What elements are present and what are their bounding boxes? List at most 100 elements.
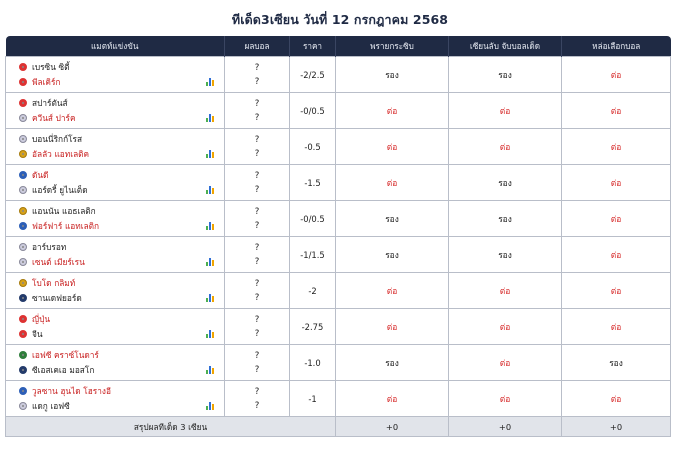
tipster2-pick: ต่อ (448, 272, 562, 309)
tipster3-pick: ต่อ (561, 92, 671, 129)
price-cell: -1/1.5 (289, 236, 336, 273)
match-cell[interactable]: โบโด กลิมท์ ซานเดฟยอร์ด (5, 272, 225, 309)
score-home: ? (254, 170, 260, 181)
match-cell[interactable]: สปาร์ตันส์ ควีนส์ ปาร์ค (5, 92, 225, 129)
home-team-name[interactable]: แอนนัน แอธเลติก (32, 206, 96, 216)
away-team[interactable]: แอร์ดรี้ ยูไนเต็ด (6, 183, 224, 198)
match-cell[interactable]: บอนนี่ริกก์โรส อัลลัว แอทเลติค (5, 128, 225, 165)
score-cell: ? ? (224, 128, 290, 165)
table-row: ดันดี แอร์ดรี้ ยูไนเต็ด ? ? -1.5 ต่อ รอง… (5, 164, 671, 201)
score-home: ? (254, 98, 260, 109)
home-team-name[interactable]: เบรซิน ซิตี้ (32, 62, 70, 72)
score-cell: ? ? (224, 56, 290, 93)
away-team-name[interactable]: ควีนส์ ปาร์ค (32, 113, 76, 123)
home-team[interactable]: เบรซิน ซิตี้ (6, 60, 224, 75)
away-team[interactable]: ซีเอสเคเอ มอสโก (6, 363, 224, 378)
price-cell: -1.5 (289, 164, 336, 201)
score-cell: ? ? (224, 200, 290, 237)
tipster2-pick: ต่อ (448, 128, 562, 165)
score-home: ? (254, 278, 260, 289)
home-team[interactable]: โบโด กลิมท์ (6, 276, 224, 291)
score-home: ? (254, 386, 260, 397)
away-team[interactable]: พีลเคิร์ก (6, 75, 224, 90)
stats-bar-chart-icon[interactable] (206, 150, 215, 158)
club-badge-icon (19, 294, 27, 302)
away-team[interactable]: อัลลัว แอทเลติค (6, 147, 224, 162)
away-team-name[interactable]: อัลลัว แอทเลติค (32, 149, 90, 159)
home-team[interactable]: บอนนี่ริกก์โรส (6, 132, 224, 147)
price-cell: -2.75 (289, 308, 336, 345)
tipster1-pick: รอง (335, 236, 449, 273)
summary-label: สรุปผลทีเด็ด 3 เซียน (5, 416, 336, 437)
club-badge-icon (19, 186, 27, 194)
home-team-name[interactable]: เอฟซี คราซ์โนดาร์ (32, 350, 99, 360)
home-team[interactable]: เอฟซี คราซ์โนดาร์ (6, 348, 224, 363)
away-team-name[interactable]: ฟอร์ฟาร์ แอทเลติก (32, 221, 100, 231)
stats-bar-chart-icon[interactable] (206, 258, 215, 266)
stats-bar-chart-icon[interactable] (206, 402, 215, 410)
home-team-name[interactable]: ดันดี (32, 170, 49, 180)
match-cell[interactable]: แอนนัน แอธเลติก ฟอร์ฟาร์ แอทเลติก (5, 200, 225, 237)
home-team[interactable]: สปาร์ตันส์ (6, 96, 224, 111)
score-cell: ? ? (224, 380, 290, 417)
away-team[interactable]: ควีนส์ ปาร์ค (6, 111, 224, 126)
price-cell: -2 (289, 272, 336, 309)
score-away: ? (254, 112, 260, 123)
stats-bar-chart-icon[interactable] (206, 294, 215, 302)
away-team-name[interactable]: ซีเอสเคเอ มอสโก (32, 365, 95, 375)
table-row: แอนนัน แอธเลติก ฟอร์ฟาร์ แอทเลติก ? ? -0… (5, 200, 671, 237)
home-team-name[interactable]: โบโด กลิมท์ (32, 278, 76, 288)
club-badge-icon (19, 150, 27, 158)
home-team[interactable]: ดันดี (6, 168, 224, 183)
score-away: ? (254, 220, 260, 231)
home-team[interactable]: ญี่ปุ่น (6, 312, 224, 327)
match-cell[interactable]: เอฟซี คราซ์โนดาร์ ซีเอสเคเอ มอสโก (5, 344, 225, 381)
tipster3-pick: ต่อ (561, 272, 671, 309)
club-badge-icon (19, 387, 27, 395)
stats-bar-chart-icon[interactable] (206, 186, 215, 194)
home-team-name[interactable]: บอนนี่ริกก์โรส (32, 134, 83, 144)
table-row: โบโด กลิมท์ ซานเดฟยอร์ด ? ? -2 ต่อ ต่อ ต… (5, 272, 671, 309)
home-team-name[interactable]: อาร์บรอท (32, 242, 67, 252)
home-team-name[interactable]: ญี่ปุ่น (32, 314, 51, 324)
tipster1-pick: ต่อ (335, 128, 449, 165)
match-cell[interactable]: เบรซิน ซิตี้ พีลเคิร์ก (5, 56, 225, 93)
away-team[interactable]: ซานเดฟยอร์ด (6, 291, 224, 306)
home-team-name[interactable]: สปาร์ตันส์ (32, 98, 68, 108)
away-team[interactable]: ฟอร์ฟาร์ แอทเลติก (6, 219, 224, 234)
tipster2-pick: ต่อ (448, 380, 562, 417)
tipster3-pick: ต่อ (561, 236, 671, 273)
match-cell[interactable]: วูลซาน ฮุนได โฮรางอี แดกู เอฟซี (5, 380, 225, 417)
away-team[interactable]: จีน (6, 327, 224, 342)
price-cell: -0.5 (289, 128, 336, 165)
tipster1-pick: รอง (335, 56, 449, 93)
stats-bar-chart-icon[interactable] (206, 330, 215, 338)
match-cell[interactable]: อาร์บรอท เซนต์ เมียร์เรน (5, 236, 225, 273)
stats-bar-chart-icon[interactable] (206, 114, 215, 122)
stats-bar-chart-icon[interactable] (206, 222, 215, 230)
away-team[interactable]: เซนต์ เมียร์เรน (6, 255, 224, 270)
away-team-name[interactable]: แอร์ดรี้ ยูไนเต็ด (32, 185, 88, 195)
home-team-name[interactable]: วูลซาน ฮุนได โฮรางอี (32, 386, 111, 396)
tipster3-pick: รอง (561, 344, 671, 381)
club-badge-icon (19, 78, 27, 86)
away-team[interactable]: แดกู เอฟซี (6, 399, 224, 414)
club-badge-icon (19, 99, 27, 107)
away-team-name[interactable]: พีลเคิร์ก (32, 77, 61, 87)
match-cell[interactable]: ญี่ปุ่น จีน (5, 308, 225, 345)
home-team[interactable]: อาร์บรอท (6, 240, 224, 255)
tipster1-pick: ต่อ (335, 92, 449, 129)
away-team-name[interactable]: ซานเดฟยอร์ด (32, 293, 82, 303)
table-row: วูลซาน ฮุนได โฮรางอี แดกู เอฟซี ? ? -1 ต… (5, 380, 671, 417)
table-row: บอนนี่ริกก์โรส อัลลัว แอทเลติค ? ? -0.5 … (5, 128, 671, 165)
stats-bar-chart-icon[interactable] (206, 78, 215, 86)
away-team-name[interactable]: เซนต์ เมียร์เรน (32, 257, 85, 267)
away-team-name[interactable]: แดกู เอฟซี (32, 401, 70, 411)
home-team[interactable]: แอนนัน แอธเลติก (6, 204, 224, 219)
stats-bar-chart-icon[interactable] (206, 366, 215, 374)
price-cell: -1 (289, 380, 336, 417)
home-team[interactable]: วูลซาน ฮุนได โฮรางอี (6, 384, 224, 399)
match-cell[interactable]: ดันดี แอร์ดรี้ ยูไนเต็ด (5, 164, 225, 201)
score-cell: ? ? (224, 308, 290, 345)
away-team-name[interactable]: จีน (32, 329, 43, 339)
